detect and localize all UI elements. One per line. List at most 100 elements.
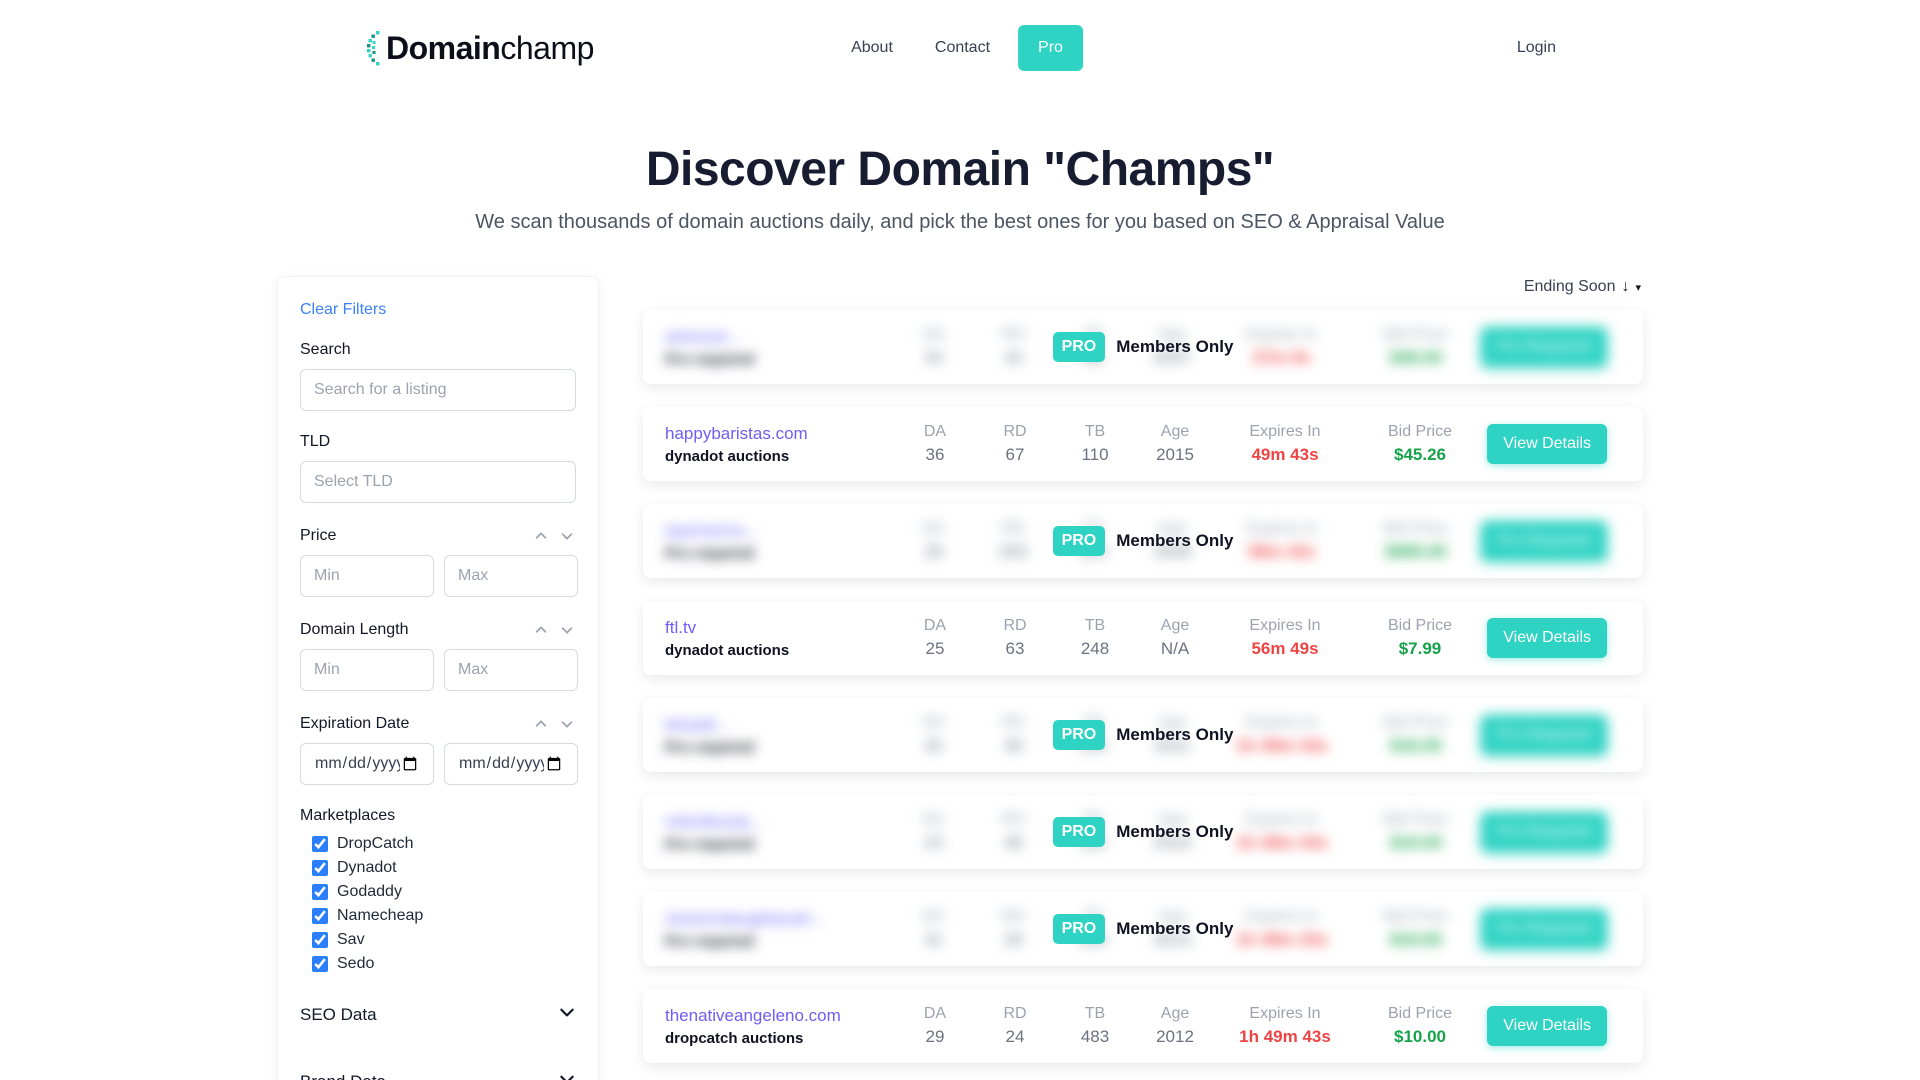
rd-value: 48 <box>1003 833 1023 852</box>
view-details-button[interactable]: View Details <box>1487 424 1607 464</box>
checkbox[interactable] <box>312 836 328 852</box>
marketplace-option-label: Sav <box>337 931 365 948</box>
domain-link[interactable]: happybaristas.com <box>665 423 808 443</box>
chevron-up-icon[interactable] <box>532 527 550 545</box>
brand-data-section-toggle[interactable]: Brand Data <box>300 1070 576 1080</box>
marketplace-option-dropcatch[interactable]: DropCatch <box>312 835 576 853</box>
domain-link[interactable]: topcharms... <box>665 520 759 540</box>
rd-value: 63 <box>1005 639 1025 658</box>
sort-direction-arrow-icon: ↓ <box>1621 278 1630 295</box>
domain-length-label: Domain Length <box>300 621 409 638</box>
rd-cell: RD 67 <box>975 423 1055 465</box>
view-details-button[interactable]: Pro Required <box>1480 812 1607 852</box>
pro-members-overlay: PRO Members Only <box>643 892 1643 966</box>
checkbox[interactable] <box>312 908 328 924</box>
tld-input[interactable] <box>300 461 576 503</box>
view-details-button[interactable]: Pro Required <box>1480 521 1607 561</box>
view-details-button[interactable]: Pro Required <box>1480 715 1607 755</box>
age-value: 2012 <box>1156 1027 1194 1046</box>
auction-source: dynadot auctions <box>665 447 790 465</box>
expires-cell: Expires In 49m 43s <box>1215 423 1355 465</box>
tb-value: 110 <box>1081 445 1109 464</box>
nav-pro-button[interactable]: Pro <box>1018 25 1083 71</box>
listing-row: topcharms... Pro required DA 28 RD 263 T… <box>643 504 1643 578</box>
listing-row: arteouel... Pro required DA 34 RD 16 TB … <box>643 310 1643 384</box>
rd-cell: RD 63 <box>975 617 1055 659</box>
logo-text: Domainchamp <box>386 29 594 66</box>
chevron-down-icon <box>558 1003 576 1026</box>
marketplace-option-sav[interactable]: Sav <box>312 931 576 949</box>
expires-value: 1h 49m 43s <box>1235 833 1328 852</box>
clear-filters-link[interactable]: Clear Filters <box>300 301 387 318</box>
expiration-start-date-input[interactable] <box>300 743 434 785</box>
marketplace-option-dynadot[interactable]: Dynadot <box>312 859 576 877</box>
auction-source: dynadot auctions <box>665 641 790 659</box>
seo-data-section-toggle[interactable]: SEO Data <box>300 1003 576 1026</box>
domain-link[interactable]: arteouel... <box>665 326 741 346</box>
marketplace-option-label: DropCatch <box>337 835 414 852</box>
da-header: DA <box>922 714 945 731</box>
price-min-input[interactable] <box>300 555 434 597</box>
login-link[interactable]: Login <box>1516 39 1556 56</box>
bid-price-cell: Bid Price $10.00 <box>1355 1005 1485 1047</box>
view-details-button[interactable]: View Details <box>1487 618 1607 658</box>
length-min-input[interactable] <box>300 649 434 691</box>
da-header: DA <box>922 326 945 343</box>
domain-link[interactable]: relentlessly... <box>665 811 763 831</box>
nav-about[interactable]: About <box>851 39 893 56</box>
domain-link[interactable]: ftl.tv <box>665 617 697 637</box>
view-details-button[interactable]: View Details <box>1487 1006 1607 1046</box>
search-input[interactable] <box>300 369 576 411</box>
checkbox[interactable] <box>312 884 328 900</box>
domain-cell: letoadi... Pro required <box>665 715 894 756</box>
bid-price-value: $46.00 <box>1390 348 1443 367</box>
expiration-end-date-input[interactable] <box>444 743 578 785</box>
sort-dropdown[interactable]: Ending Soon ↓ ▾ <box>643 278 1641 296</box>
checkbox[interactable] <box>312 956 328 972</box>
dropdown-caret-icon: ▾ <box>1635 281 1641 294</box>
domain-link[interactable]: letoadi... <box>665 714 730 734</box>
marketplace-option-sedo[interactable]: Sedo <box>312 955 576 973</box>
chevron-up-icon[interactable] <box>532 621 550 639</box>
logo[interactable]: Domainchamp <box>364 28 594 68</box>
expiration-date-label: Expiration Date <box>300 715 410 732</box>
expires-value: 49m 43s <box>1251 445 1319 464</box>
age-header: Age <box>1158 520 1187 537</box>
age-cell: Age 2007 <box>1133 326 1213 368</box>
pro-members-overlay: PRO Members Only <box>643 310 1643 384</box>
age-header: Age <box>1160 617 1190 634</box>
checkbox[interactable] <box>312 860 328 876</box>
tb-cell: TB 483 <box>1055 1005 1135 1047</box>
da-header: DA <box>922 811 945 828</box>
domain-link[interactable]: thenativeangeleno.com <box>665 1005 841 1025</box>
marketplace-option-namecheap[interactable]: Namecheap <box>312 907 576 925</box>
chevron-down-icon[interactable] <box>558 621 576 639</box>
length-max-input[interactable] <box>444 649 578 691</box>
chevron-down-icon[interactable] <box>558 715 576 733</box>
page-subtitle: We scan thousands of domain auctions dai… <box>475 211 1445 233</box>
domain-link[interactable]: sharemdaughtavah... <box>665 908 825 928</box>
checkbox[interactable] <box>312 932 328 948</box>
rd-value: 29 <box>1003 930 1023 949</box>
marketplace-checkbox-list: DropCatch Dynadot Godaddy Namecheap Sav Sedo <box>300 835 576 973</box>
expires-value: 1h 49m 43s <box>1239 1027 1331 1046</box>
view-details-button[interactable]: Pro Required <box>1480 327 1607 367</box>
expires-value: 58m 43s <box>1248 542 1316 561</box>
domain-cell: thenativeangeleno.com dropcatch auctions <box>665 1006 895 1047</box>
tb-value: 248 <box>1080 639 1110 658</box>
chevron-up-icon[interactable] <box>532 715 550 733</box>
age-header: Age <box>1158 714 1187 731</box>
marketplace-option-godaddy[interactable]: Godaddy <box>312 883 576 901</box>
bid-price-header: Bid Price <box>1384 908 1449 925</box>
bid-price-header: Bid Price <box>1384 520 1449 537</box>
bid-price-cell: Bid Price $985.00 <box>1351 520 1480 562</box>
hero: Discover Domain "Champs" We scan thousan… <box>0 142 1920 234</box>
bid-price-header: Bid Price <box>1384 326 1449 343</box>
nav-contact[interactable]: Contact <box>934 39 991 56</box>
chevron-down-icon[interactable] <box>558 527 576 545</box>
pro-badge: PRO <box>1052 332 1106 362</box>
members-only-label: Members Only <box>1116 822 1234 841</box>
price-max-input[interactable] <box>444 555 578 597</box>
da-value: 23 <box>924 833 944 852</box>
view-details-button[interactable]: Pro Required <box>1480 909 1607 949</box>
